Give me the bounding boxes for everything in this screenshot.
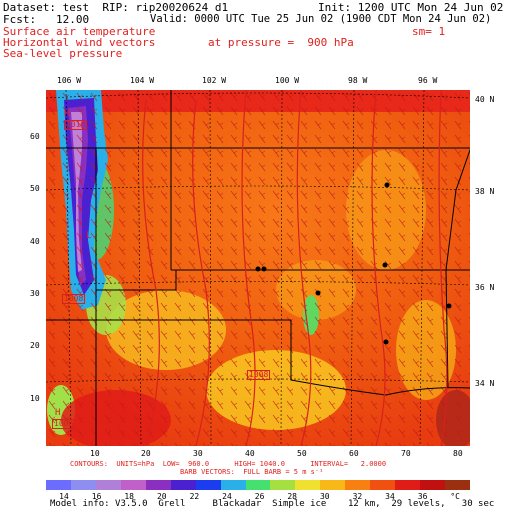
lon-label: 100 W: [275, 76, 300, 85]
color-swatch: [195, 480, 222, 490]
grid-x-label: 20: [141, 449, 151, 458]
color-scale-label: 30: [319, 492, 330, 501]
color-swatch: [220, 480, 247, 490]
pressure-label: 1008: [62, 294, 86, 304]
smoothing-label: sm= 1: [412, 25, 446, 38]
dataset-label: Dataset: test RIP: rip20020624 d1: [3, 1, 229, 14]
lon-label: 104 W: [130, 76, 155, 85]
color-swatch: [70, 480, 97, 490]
color-scale-label: °C: [450, 492, 461, 501]
grid-x-label: 80: [453, 449, 463, 458]
high-label: H: [64, 109, 70, 119]
lat-label: 38 N: [475, 187, 495, 196]
color-swatch: [120, 480, 147, 490]
grid-y-label: 20: [30, 341, 40, 350]
grid-x-label: 40: [245, 449, 255, 458]
color-scale-label: 26: [254, 492, 265, 501]
color-scale-label: 22: [189, 492, 200, 501]
grid-x-label: 10: [90, 449, 100, 458]
color-scale-label: 18: [124, 492, 135, 501]
color-swatch: [395, 480, 421, 490]
high-label: H: [55, 408, 61, 418]
field-temperature: Surface air temperature: [3, 25, 156, 38]
color-scale: [46, 480, 471, 490]
color-swatch: [420, 480, 446, 490]
color-scale-label: 34: [385, 492, 395, 501]
low-label: L: [86, 231, 92, 241]
lat-label: 34 N: [475, 379, 495, 388]
color-swatch: [95, 480, 122, 490]
lat-label: 36 N: [475, 283, 495, 292]
color-swatch: [145, 480, 172, 490]
color-swatch: [345, 480, 371, 490]
barb-info: BARB VECTORS: FULL BARB = 5 m s⁻¹: [180, 468, 324, 476]
valid-time: Valid: 0000 UTC Tue 25 Jun 02 (1900 CDT …: [150, 13, 492, 25]
color-scale-label: 32: [352, 492, 363, 501]
color-scale-label: 36: [417, 492, 428, 501]
grid-y-label: 10: [30, 394, 40, 403]
color-scale-label: 14: [59, 492, 69, 501]
grid-x-label: 50: [297, 449, 307, 458]
pressure-level: at pressure = 900 hPa: [208, 36, 354, 49]
color-swatch: [270, 480, 296, 490]
color-scale-label: 24: [222, 492, 232, 501]
cities: [255, 182, 452, 345]
lon-label: 96 W: [418, 76, 438, 85]
grid-x-label: 60: [349, 449, 359, 458]
pressure-contours: [142, 90, 448, 446]
lat-label: 40 N: [475, 95, 495, 104]
grid-y-label: 60: [30, 132, 40, 141]
grid-y-label: 50: [30, 184, 40, 193]
grid-y-label: 30: [30, 289, 40, 298]
color-swatch: [320, 480, 346, 490]
state-boundaries: [46, 90, 470, 446]
pressure-label: 1008: [52, 419, 76, 429]
init-time: Init: 1200 UTC Mon 24 Jun 02: [318, 1, 504, 14]
pressure-label: 1010: [64, 120, 88, 130]
grid-x-label: 30: [193, 449, 203, 458]
grid-y-label: 40: [30, 237, 40, 246]
forecast-hour: Fcst: 12.00: [3, 13, 90, 26]
color-swatch: [46, 480, 72, 490]
color-scale-label: 16: [91, 492, 102, 501]
color-swatch: [295, 480, 321, 490]
lon-label: 106 W: [57, 76, 82, 85]
temperature-map: [46, 90, 470, 446]
color-scale-label: 28: [287, 492, 298, 501]
color-swatch: [445, 480, 471, 490]
field-slp: Sea-level pressure: [3, 47, 123, 60]
pressure-label: 1008: [247, 370, 271, 380]
contour-info: CONTOURS: UNITS=hPa LOW= 960.0 HIGH= 104…: [70, 460, 387, 468]
field-wind: Horizontal wind vectors: [3, 36, 156, 49]
color-swatch: [170, 480, 197, 490]
lon-label: 98 W: [348, 76, 368, 85]
model-info: Model info: V3.5.0 Grell Blackadar Simpl…: [50, 499, 495, 509]
lon-label: 102 W: [202, 76, 227, 85]
grid-x-label: 70: [401, 449, 411, 458]
color-swatch: [370, 480, 396, 490]
color-swatch: [245, 480, 271, 490]
color-scale-label: 20: [156, 492, 167, 501]
